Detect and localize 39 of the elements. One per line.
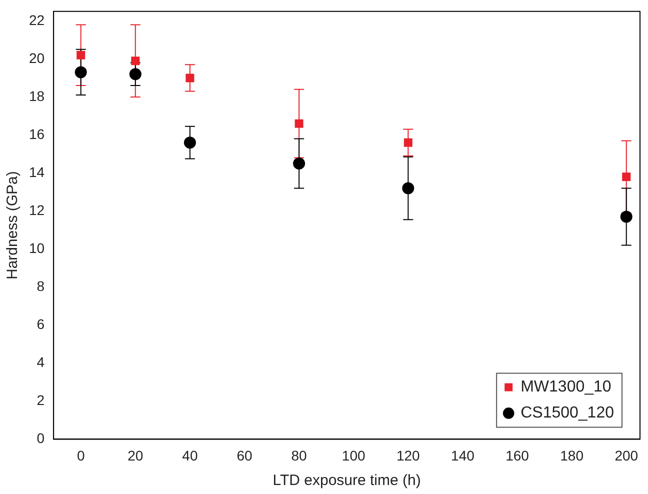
x-tick-label: 160 <box>506 447 530 464</box>
x-tick-label: 200 <box>614 447 638 464</box>
y-tick-label: 20 <box>28 50 45 66</box>
x-tick-label: 60 <box>236 447 252 464</box>
y-tick-label: 2 <box>36 392 45 408</box>
y-tick-label: 0 <box>36 430 45 446</box>
point <box>294 119 304 128</box>
y-tick-label: 14 <box>28 164 45 180</box>
point <box>184 136 196 149</box>
x-tick-label: 140 <box>451 447 475 464</box>
point <box>622 172 631 182</box>
x-tick-label: 40 <box>182 447 198 464</box>
y-tick-label: 8 <box>36 278 45 294</box>
y-tick-label: 4 <box>36 354 45 370</box>
y-tick-label: 6 <box>36 316 45 332</box>
y-tick-label: 16 <box>28 126 45 142</box>
x-tick-label: 0 <box>76 447 85 464</box>
y-tick-label: 12 <box>28 202 45 218</box>
point <box>131 56 140 66</box>
y-axis-title: Hardness (GPa) <box>4 171 22 280</box>
point <box>76 50 86 60</box>
point <box>620 210 632 223</box>
point <box>186 74 194 82</box>
point <box>404 138 412 147</box>
y-tick-label: 22 <box>28 12 45 28</box>
x-tick-label: 20 <box>128 447 144 464</box>
legend-label: MW1300_10 <box>520 378 612 396</box>
y-tick-label: 10 <box>28 240 45 256</box>
point <box>129 68 142 80</box>
x-tick-label: 80 <box>291 447 308 464</box>
x-axis-title: LTD exposure time (h) <box>272 472 421 490</box>
x-tick-label: 100 <box>342 447 366 464</box>
y-tick-label: 18 <box>28 88 45 104</box>
x-tick-label: 120 <box>396 447 420 464</box>
point <box>74 66 87 78</box>
point <box>402 182 414 194</box>
point <box>293 158 306 170</box>
legend-label: CS1500_120 <box>520 404 614 422</box>
x-tick-label: 180 <box>560 447 584 464</box>
